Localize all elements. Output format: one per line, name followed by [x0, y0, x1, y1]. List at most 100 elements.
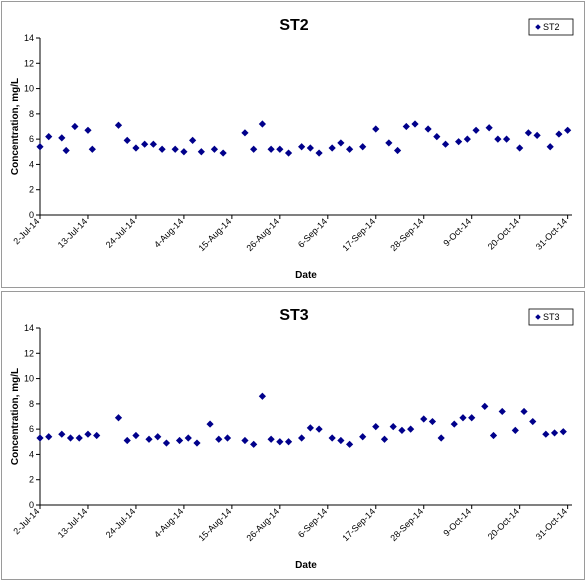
legend-box [528, 18, 574, 36]
data-point-st2 [71, 122, 79, 131]
x-tick-label: 24-Jul-14 [104, 506, 138, 540]
data-point-st3 [389, 423, 397, 431]
data-point-st2 [45, 133, 53, 141]
data-point-st3 [450, 420, 458, 428]
data-point-st2 [402, 122, 410, 131]
data-point-st2 [463, 135, 471, 143]
y-tick-label: 14 [24, 323, 34, 333]
data-point-st3 [498, 407, 506, 416]
data-point-st3 [284, 438, 293, 446]
data-point-st2 [546, 143, 554, 151]
legend-label: ST2 [543, 22, 560, 32]
data-point-st3 [241, 436, 249, 445]
data-point-st2 [424, 125, 432, 133]
data-point-st2 [149, 140, 157, 148]
data-point-st2 [472, 126, 480, 134]
x-tick-label: 24-Jul-14 [104, 216, 138, 250]
data-point-st3 [267, 435, 275, 443]
data-point-st2 [298, 143, 306, 151]
data-point-st2 [346, 145, 354, 153]
data-point-st2 [250, 145, 258, 153]
x-tick-label: 31-Oct-14 [534, 216, 569, 251]
data-point-st2 [141, 140, 149, 148]
x-axis-label: Date [295, 270, 317, 281]
data-point-st3 [45, 433, 53, 441]
data-point-st3 [184, 434, 192, 442]
x-tick-label: 13-Jul-14 [56, 216, 90, 250]
data-point-st2 [36, 143, 44, 151]
data-point-st3 [154, 433, 162, 441]
y-tick-label: 12 [24, 348, 34, 358]
y-axis-label: Concentration, mg/L [10, 78, 21, 175]
data-point-st2 [393, 146, 402, 155]
chart-st3: ST3 0 2 4 6 8 10 12 14 2-Jul-14 13-Jul-14 24-Jul-14… [10, 307, 574, 571]
data-point-st2 [88, 145, 96, 153]
data-point-st2 [485, 124, 493, 132]
data-point-st3 [123, 436, 131, 445]
data-point-st2 [494, 135, 502, 143]
data-point-st3 [306, 424, 314, 432]
data-point-st2 [171, 145, 179, 153]
y-tick-label: 0 [29, 500, 34, 510]
y-tick-label: 8 [29, 109, 34, 119]
data-point-st3 [206, 420, 214, 428]
y-tick-label: 10 [24, 374, 34, 384]
data-point-st2 [372, 125, 380, 133]
x-tick-label: 2-Jul-14 [11, 216, 41, 246]
data-point-st3 [437, 434, 445, 442]
data-point-st2 [533, 131, 541, 139]
data-point-st2 [385, 139, 393, 147]
x-tick-label: 17-Sep-14 [340, 506, 377, 543]
x-tick-label: 20-Oct-14 [486, 216, 521, 251]
x-tick-label: 9-Oct-14 [441, 216, 473, 248]
data-point-st3 [529, 417, 537, 426]
data-point-st2 [241, 129, 249, 137]
x-tick-label: 31-Oct-14 [534, 506, 569, 541]
data-point-st2 [555, 130, 563, 138]
chart-panel-st3: ST3 0 2 4 6 8 10 12 14 2-Jul-14 13-Jul-14 24-Jul-14… [1, 291, 585, 580]
data-point-st2 [337, 139, 345, 147]
x-tick-label: 26-Aug-14 [244, 506, 281, 543]
y-tick-label: 4 [29, 159, 34, 169]
data-point-st3 [193, 439, 201, 447]
legend-box [528, 308, 574, 326]
data-point-st3 [75, 434, 83, 442]
x-tick-label: 4-Aug-14 [152, 506, 185, 539]
data-point-st2 [315, 149, 323, 157]
data-point-st2 [328, 144, 336, 152]
y-tick-label: 2 [29, 185, 34, 195]
data-point-st3 [58, 430, 66, 438]
data-point-st3 [380, 435, 389, 443]
data-point-st2 [411, 120, 419, 128]
data-point-st2 [267, 145, 275, 153]
legend: ST3 [528, 308, 574, 326]
data-point-st3 [337, 436, 345, 445]
data-point-st3 [481, 402, 489, 410]
data-point-st3 [223, 434, 232, 442]
data-point-st3 [398, 426, 406, 435]
data-point-st2 [84, 126, 92, 134]
data-point-st3 [489, 431, 498, 440]
x-tick-label: 28-Sep-14 [388, 506, 425, 543]
y-tick-label: 8 [29, 399, 34, 409]
chart-st2: ST2 0 2 4 6 8 10 12 14 2-Jul-14 13-Jul-14 24-Jul-14… [10, 17, 574, 281]
x-tick-label: 17-Sep-14 [340, 216, 377, 253]
data-point-st3 [114, 414, 123, 422]
y-tick-label: 12 [24, 58, 34, 68]
x-tick-label: 4-Aug-14 [152, 216, 185, 249]
data-point-st3 [542, 430, 550, 438]
data-point-st2 [258, 120, 266, 128]
data-point-st3 [328, 434, 336, 442]
data-point-st3 [407, 425, 415, 433]
x-tick-label: 2-Jul-14 [11, 506, 41, 536]
data-point-st3 [250, 440, 258, 448]
y-tick-label: 0 [29, 210, 34, 220]
data-point-st3 [468, 414, 476, 422]
data-point-st3 [520, 407, 528, 416]
data-point-st3 [315, 425, 323, 433]
x-tick-label: 13-Jul-14 [56, 506, 90, 540]
y-axis-label: Concentration, mg/L [10, 368, 21, 465]
x-tick-label: 20-Oct-14 [486, 506, 521, 541]
data-point-st3 [84, 430, 92, 438]
data-point-st3 [276, 438, 284, 446]
